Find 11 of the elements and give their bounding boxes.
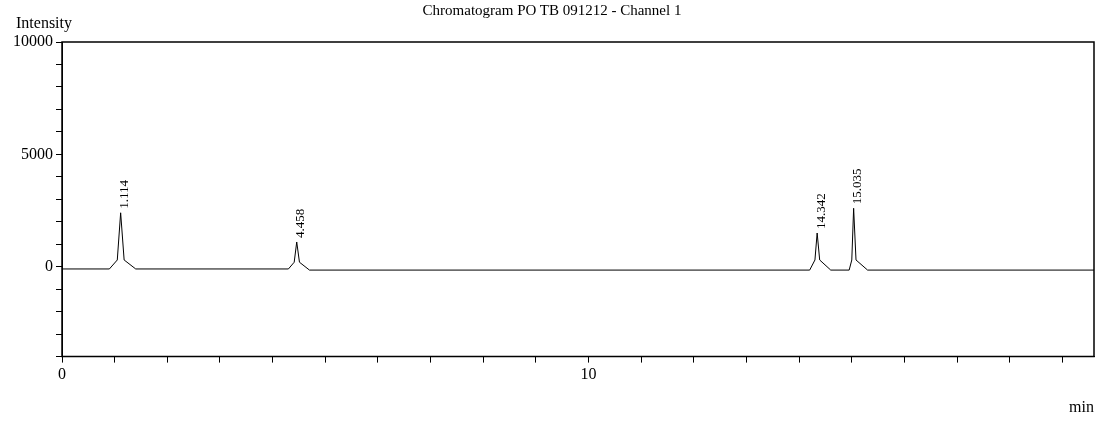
chart-title: Chromatogram PO TB 091212 - Channel 1 [422, 1, 682, 18]
annotation: 15.035 [849, 168, 865, 205]
y-tick-label: 5000 [21, 144, 53, 162]
y-tick-label: 10000 [13, 32, 53, 50]
y-tick-label: 0 [45, 256, 53, 274]
x-axis-title: min [1069, 397, 1094, 415]
y-axis-title: Intensity [16, 14, 72, 33]
annotation: 4.458 [292, 208, 308, 238]
annotation: 14.342 [812, 193, 828, 230]
x-tick-label: 10 [580, 365, 597, 383]
annotation: 1.114 [116, 179, 132, 209]
